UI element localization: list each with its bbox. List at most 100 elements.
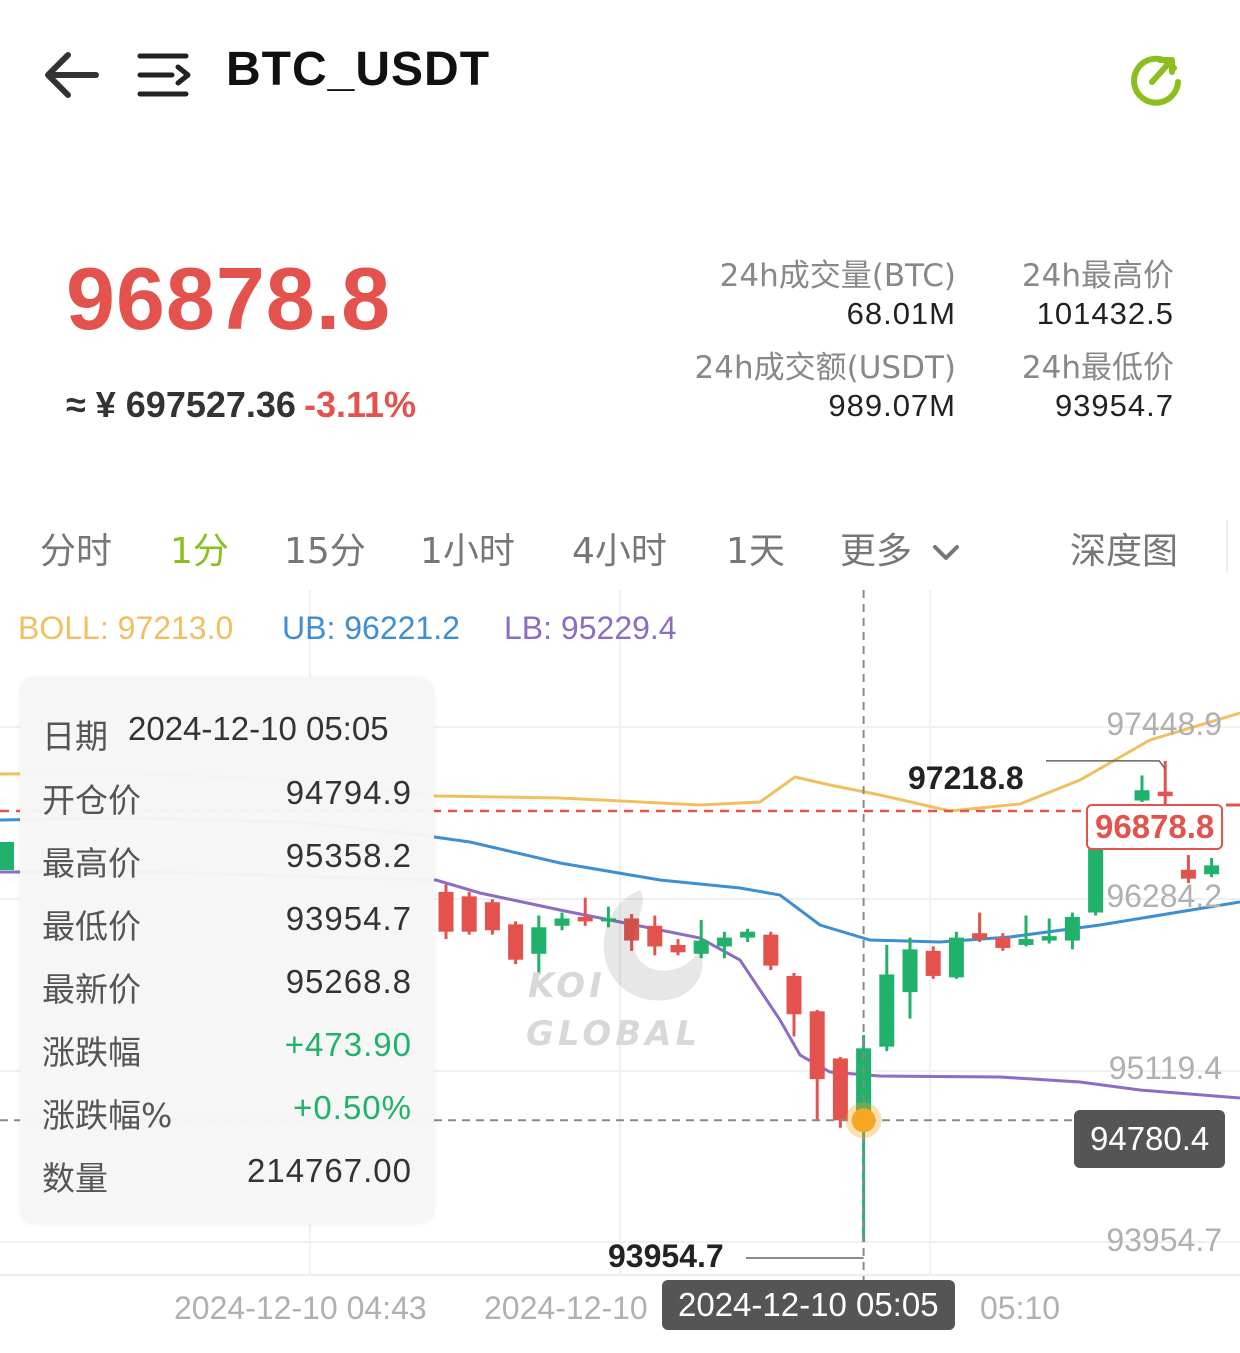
candle-body (600, 918, 616, 922)
candle-body (763, 934, 779, 966)
tab-1min[interactable]: 1分 (170, 531, 229, 572)
candle-body (693, 940, 709, 954)
candle-body (647, 925, 663, 947)
x-tick-label: 2024-12-10 (484, 1290, 648, 1326)
vol-usdt-value: 989.07M (828, 388, 956, 423)
tooltip-row: 最新价 95268.8 (42, 963, 412, 1013)
tooltip-change-value: +473.90 (284, 1026, 412, 1063)
tooltip-row: 开仓价 94794.9 (42, 774, 412, 824)
high-leader-line (1046, 760, 1166, 770)
tooltip-volume-value: 214767.00 (247, 1152, 412, 1189)
tab-depth-chart[interactable]: 深度图 (1070, 531, 1179, 572)
boll-indicator: BOLL: 97213.0 (18, 610, 234, 646)
candle-body (1180, 869, 1196, 879)
tooltip-volume-label: 数量 (42, 1159, 108, 1198)
candle-body (879, 974, 895, 1047)
chevron-down-icon (933, 545, 960, 560)
y-tick-label: 93954.7 (1106, 1222, 1222, 1258)
y-tick-label: 97448.9 (1106, 706, 1222, 742)
candle-body (809, 1011, 825, 1080)
tooltip-change-pct-label: 涨跌幅% (42, 1096, 173, 1135)
tooltip-row: 涨跌幅% +0.50% (42, 1089, 412, 1139)
candle-body (577, 916, 593, 922)
candle-body (716, 937, 732, 947)
candle-body (531, 927, 547, 954)
vol-btc-value: 68.01M (846, 296, 956, 331)
candle-body (438, 891, 454, 932)
tooltip-row: 最低价 93954.7 (42, 900, 412, 950)
lb-indicator: LB: 95229.4 (504, 610, 677, 646)
candle-body (1134, 790, 1150, 801)
tooltip-date-row: 日期 2024-12-10 05:05 (42, 710, 412, 760)
candle-body (0, 842, 14, 870)
candle-body (902, 949, 918, 993)
vol-usdt-label: 24h成交额(USDT) (694, 350, 956, 386)
candle-body (670, 944, 686, 953)
tooltip-open-label: 开仓价 (42, 781, 141, 820)
x-tick-label: 2024-12-10 04:43 (174, 1290, 427, 1326)
approx-cny-price: ≈ ¥ 697527.36 (66, 384, 296, 425)
menu-icon[interactable] (136, 50, 198, 100)
tooltip-change-label: 涨跌幅 (42, 1033, 141, 1072)
tab-timeshare[interactable]: 分时 (40, 531, 113, 572)
crosshair-dot (851, 1108, 876, 1133)
tooltip-open-value: 94794.9 (285, 774, 412, 811)
crosshair-time-label: 2024-12-10 05:05 (662, 1280, 955, 1330)
candle-body (484, 902, 500, 931)
tab-1hour[interactable]: 1小时 (420, 531, 515, 572)
tab-divider (1226, 520, 1228, 572)
candle-body (1064, 916, 1080, 941)
refresh-icon[interactable] (1126, 46, 1186, 106)
candle-tooltip: 日期 2024-12-10 05:05 开仓价 94794.9 最高价 9535… (20, 678, 434, 1224)
low-24h-value: 93954.7 (1054, 388, 1174, 423)
y-tick-label: 95119.4 (1108, 1050, 1222, 1086)
tooltip-row: 涨跌幅 +473.90 (42, 1026, 412, 1076)
candle-body (461, 896, 477, 932)
back-arrow-icon[interactable] (40, 44, 102, 106)
tooltip-row: 数量 214767.00 (42, 1152, 412, 1202)
low-24h-label: 24h最低价 (1021, 350, 1174, 386)
candle-body (1088, 831, 1104, 913)
tooltip-high-value: 95358.2 (285, 837, 412, 874)
candle-body (925, 950, 941, 976)
pair-title: BTC_USDT (226, 43, 491, 96)
candle-body (624, 918, 640, 941)
tab-more-label: 更多 (840, 531, 913, 572)
tooltip-date-label: 日期 (42, 717, 108, 756)
tooltip-close-value: 95268.8 (285, 963, 412, 1000)
tooltip-low-label: 最低价 (42, 907, 141, 946)
high-24h-label: 24h最高价 (1021, 258, 1174, 294)
candle-body (995, 937, 1011, 948)
tooltip-close-label: 最新价 (42, 970, 141, 1009)
candle-body (786, 975, 802, 1015)
tab-15min[interactable]: 15分 (284, 531, 366, 572)
tab-more[interactable]: 更多 (840, 522, 961, 574)
last-price: 96878.8 (66, 249, 392, 348)
cny-price-row: ≈ ¥ 697527.36 -3.11% (66, 384, 416, 426)
current-price-tag: 96878.8 (1086, 804, 1224, 850)
tooltip-date-value: 2024-12-10 05:05 (128, 710, 389, 747)
visible-low-label: 93954.7 (608, 1238, 724, 1274)
x-tick-label: 05:10 (980, 1290, 1061, 1326)
tab-1day[interactable]: 1天 (726, 531, 785, 572)
candle-body (740, 931, 756, 938)
visible-high-label: 97218.8 (908, 760, 1024, 796)
candle-body (1018, 939, 1034, 945)
candle-body (948, 937, 964, 978)
koi-global-watermark (603, 890, 703, 1001)
candle-body (1204, 865, 1220, 875)
y-tick-label: 96284.2 (1106, 878, 1222, 914)
tab-4hour[interactable]: 4小时 (572, 531, 667, 572)
candle-body (832, 1058, 848, 1121)
watermark-line2: GLOBAL (526, 1014, 702, 1054)
candle-body (1041, 936, 1057, 941)
candle-body (508, 924, 524, 960)
tooltip-high-label: 最高价 (42, 844, 141, 883)
tooltip-low-value: 93954.7 (285, 900, 412, 937)
boll-lower-band (0, 870, 1240, 1100)
tooltip-change-pct-value: +0.50% (293, 1089, 412, 1126)
vol-btc-label: 24h成交量(BTC) (719, 258, 956, 294)
tooltip-row: 最高价 95358.2 (42, 837, 412, 887)
candle-body (1157, 791, 1173, 797)
change-percent: -3.11% (303, 384, 417, 425)
